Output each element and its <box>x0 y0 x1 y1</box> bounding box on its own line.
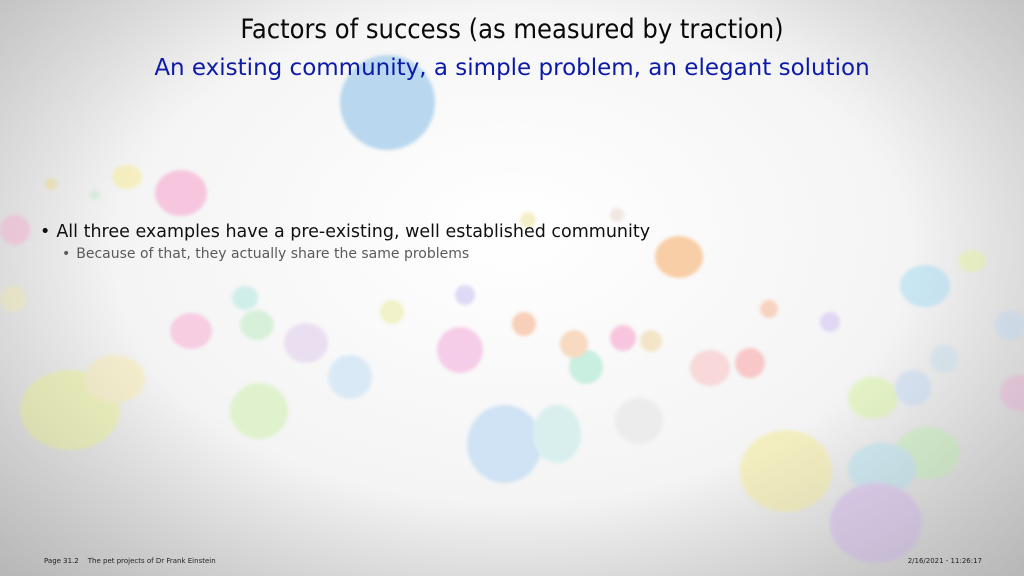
sphere <box>155 170 207 216</box>
sphere <box>610 208 624 222</box>
sphere <box>380 300 404 324</box>
sphere <box>820 312 840 332</box>
sphere <box>284 323 328 363</box>
sphere <box>85 355 145 403</box>
sphere <box>900 265 950 307</box>
sphere <box>520 212 536 228</box>
sphere <box>848 377 898 419</box>
sphere <box>610 325 636 351</box>
bullet-dot-icon: • <box>62 246 71 262</box>
page-number: Page 31.2 <box>44 557 79 565</box>
sphere <box>533 405 581 463</box>
sphere <box>560 330 588 358</box>
sphere <box>895 370 931 406</box>
sphere <box>437 327 483 373</box>
sub-bullet-item: • Because of that, they actually share th… <box>62 246 650 262</box>
sphere <box>760 300 778 318</box>
sphere <box>0 215 30 245</box>
footer-datetime: 2/16/2021 - 11:26:17 <box>907 557 982 565</box>
sphere <box>512 312 536 336</box>
sphere <box>455 285 475 305</box>
sub-bullet-text: Because of that, they actually share the… <box>76 246 470 262</box>
sphere <box>0 286 26 312</box>
sphere <box>655 236 703 278</box>
slide-subtitle: An existing community, a simple problem,… <box>154 55 870 81</box>
sphere <box>240 310 274 340</box>
sphere <box>112 165 142 189</box>
sphere <box>740 430 832 512</box>
sphere <box>930 345 958 373</box>
sphere <box>615 398 663 444</box>
sphere <box>232 286 258 310</box>
sphere <box>958 250 986 272</box>
footer-left: Page 31.2 The pet projects of Dr Frank Ei… <box>44 557 216 565</box>
sphere <box>1000 375 1024 411</box>
sphere <box>467 405 542 483</box>
slide-title: Factors of success (as measured by tract… <box>240 14 784 45</box>
bullet-list: • All three examples have a pre-existing,… <box>40 222 650 262</box>
sphere <box>830 483 922 563</box>
sphere <box>328 355 372 399</box>
project-name: The pet projects of Dr Frank Einstein <box>87 557 216 565</box>
sphere <box>45 178 57 190</box>
sphere <box>90 190 100 200</box>
bullet-dot-icon: • <box>40 222 51 242</box>
sphere <box>230 383 288 439</box>
sphere <box>690 350 730 386</box>
sphere <box>995 310 1024 340</box>
bullet-item: • All three examples have a pre-existing,… <box>40 222 650 242</box>
sphere <box>170 313 212 349</box>
bullet-text: All three examples have a pre-existing, … <box>56 222 651 242</box>
sphere <box>735 348 765 378</box>
sphere <box>340 55 435 150</box>
sphere <box>640 330 662 352</box>
